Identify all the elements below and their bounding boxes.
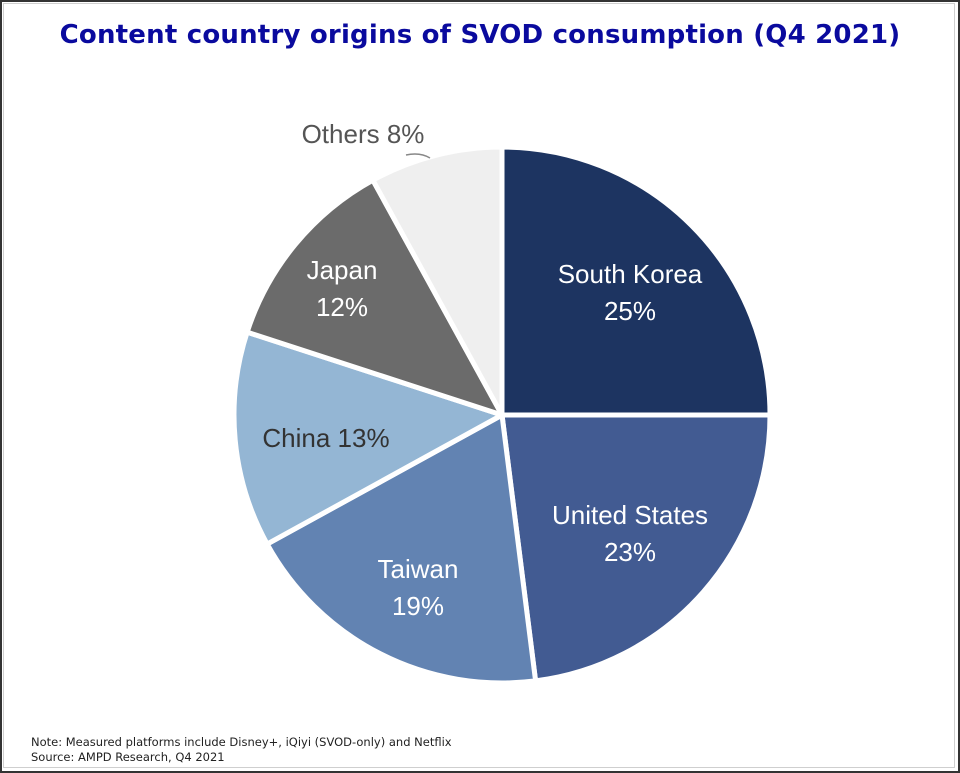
- pie-slice-china: [231, 329, 505, 547]
- footer-note: Note: Measured platforms include Disney+…: [31, 735, 452, 749]
- others-leader-line: [405, 153, 431, 159]
- slice-label-value: 19%: [392, 591, 444, 621]
- slice-label-name: South Korea: [558, 259, 703, 289]
- slice-label: China 13%: [262, 423, 389, 453]
- chart-inner-border: [3, 3, 955, 768]
- slice-label-value: 12%: [316, 292, 368, 322]
- chart-title: Content country origins of SVOD consumpt…: [59, 20, 901, 50]
- pie-slice-south-korea: [499, 144, 773, 418]
- slice-label-name: United States: [552, 500, 708, 530]
- pie-slice-taiwan: [264, 412, 539, 686]
- pie-labels: South Korea 25% United States 23% Taiwan 19% C…: [262, 119, 708, 621]
- footer-source: Source: AMPD Research, Q4 2021: [31, 750, 225, 764]
- pie-slices: [231, 144, 773, 686]
- slice-label-name: Japan: [307, 255, 378, 285]
- pie-slice-united-states: [499, 412, 773, 684]
- pie-slice-others: [370, 144, 505, 418]
- slice-label-value: 23%: [604, 537, 656, 567]
- pie-slice-japan: [244, 177, 505, 418]
- slice-label-name: Taiwan: [378, 554, 459, 584]
- slice-label-value: 25%: [604, 296, 656, 326]
- slice-label: Others 8%: [302, 119, 425, 149]
